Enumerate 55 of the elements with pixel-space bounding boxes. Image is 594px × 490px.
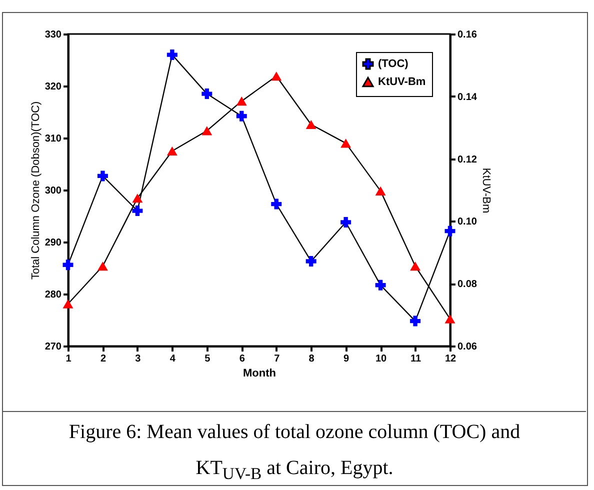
y2-tick-label: 0.06 [458,342,478,352]
x-axis-title: Month [243,368,276,380]
x-tick-label: 2 [100,354,106,364]
point [271,198,282,210]
point [306,256,316,266]
x-tick-label: 9 [344,354,350,364]
y2-tick-label: 0.14 [458,92,478,103]
caption: Figure 6: Mean values of total ozone column (TOC) and KT$_{UV-B}$ at Cairo, Egypt. [3,411,586,490]
point [236,96,247,106]
y-axis-title: Total Column Ozone (Dobson)(TOC) [30,101,42,280]
y2-tick-label: 0.10 [458,216,478,228]
x-tick-label: 3 [135,354,142,364]
point [444,226,456,236]
y2-axis-title: KtUV-Bm [480,168,492,214]
x-tick-label: 1 [66,354,72,364]
legend-label: KtUV-Bm [378,76,426,88]
x-tick-label: 7 [274,354,280,364]
point [132,206,143,216]
x-tick-label: 6 [239,354,246,364]
point [375,186,386,196]
point [62,260,74,270]
point [202,126,212,136]
point [340,216,352,228]
point [236,110,247,122]
point [132,194,143,203]
y2-tick-label: 0.16 [458,30,478,40]
point [375,280,386,290]
point [410,316,421,326]
y-tick-label: 330 [44,30,62,40]
y-tick-label: 270 [44,342,62,352]
x-tick-label: 8 [308,354,315,364]
point [166,50,178,60]
y2-tick-label: 0.12 [458,154,478,166]
point [62,299,74,308]
point [97,170,108,182]
point [410,262,421,271]
x-tick-label: 11 [410,354,422,364]
point [306,120,316,130]
y-tick-label: 310 [44,134,62,144]
point [340,138,352,148]
legend-label: (TOC) [378,58,409,70]
point [444,314,456,324]
x-tick-label: 5 [204,354,211,364]
y2-tick-label: 0.08 [458,279,478,290]
x-tick-label: 12 [444,354,456,364]
point [97,262,108,271]
point [271,72,282,81]
x-tick-label: 4 [170,354,176,364]
y-tick-label: 290 [44,238,62,248]
y-tick-label: 280 [44,290,62,300]
y-tick-label: 320 [44,82,62,92]
point [166,146,178,156]
x-tick-label: 10 [375,354,388,364]
y-tick-label: 300 [44,186,62,196]
point [202,88,212,100]
